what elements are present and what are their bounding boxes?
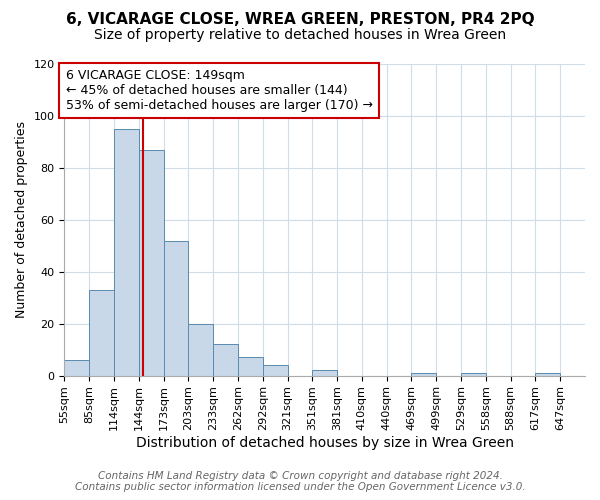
Bar [188,324,213,376]
Bar [313,370,337,376]
Bar [263,365,287,376]
Bar [213,344,238,376]
Bar [139,150,164,376]
Text: 6, VICARAGE CLOSE, WREA GREEN, PRESTON, PR4 2PQ: 6, VICARAGE CLOSE, WREA GREEN, PRESTON, … [65,12,535,28]
Y-axis label: Number of detached properties: Number of detached properties [15,122,28,318]
Text: Contains HM Land Registry data © Crown copyright and database right 2024.
Contai: Contains HM Land Registry data © Crown c… [74,471,526,492]
Text: Size of property relative to detached houses in Wrea Green: Size of property relative to detached ho… [94,28,506,42]
Bar [461,373,486,376]
Text: 6 VICARAGE CLOSE: 149sqm
← 45% of detached houses are smaller (144)
53% of semi-: 6 VICARAGE CLOSE: 149sqm ← 45% of detach… [65,69,373,112]
Bar [535,373,560,376]
Bar [64,360,89,376]
Bar [89,290,114,376]
Bar [238,358,263,376]
Bar [164,240,188,376]
Bar [114,129,139,376]
Bar [412,373,436,376]
X-axis label: Distribution of detached houses by size in Wrea Green: Distribution of detached houses by size … [136,436,514,450]
